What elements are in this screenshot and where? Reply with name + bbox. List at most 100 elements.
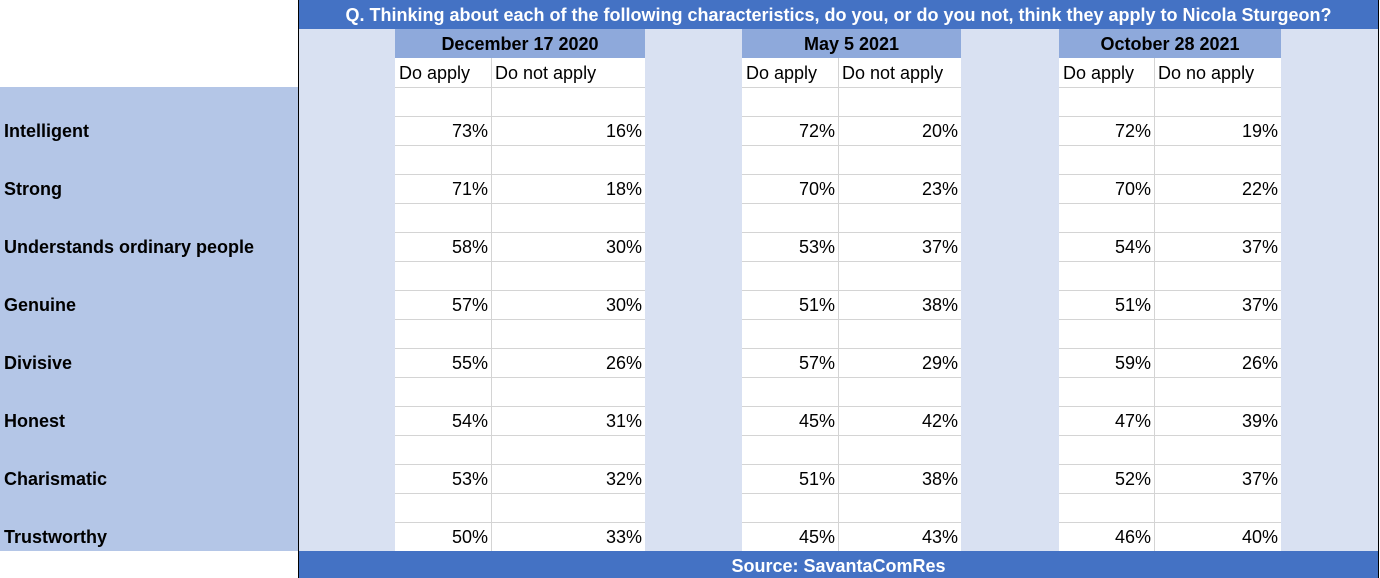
cell-value: 26% [605,353,642,373]
cell-value: 51% [798,295,835,315]
cell-value: 70% [1114,179,1151,199]
cell-value: 38% [921,469,958,489]
grid-line [1059,203,1281,204]
cell-value: 57% [451,295,488,315]
grid-line [742,319,961,320]
grid-line [395,522,645,523]
grid-line [742,87,961,88]
row-label: Genuine [4,295,77,315]
cell-value: 73% [451,121,488,141]
cell-value: 31% [605,411,642,431]
grid-line [1059,435,1281,436]
cell-value: 30% [605,237,642,257]
cell-value: 71% [451,179,488,199]
cell-value: 29% [921,353,958,373]
cell-value: 19% [1241,121,1278,141]
grid-line [1059,87,1281,88]
grid-line [395,261,645,262]
cell-value: 40% [1241,527,1278,547]
cell-value: 53% [451,469,488,489]
grid-line [1154,58,1155,551]
cell-value: 51% [1114,295,1151,315]
grid-line [742,290,961,291]
grid-line [1059,377,1281,378]
grid-line [1059,464,1281,465]
cell-value: 54% [451,411,488,431]
cell-value: 20% [921,121,958,141]
cell-value: 46% [1114,527,1151,547]
cell-value: 39% [1241,411,1278,431]
grid-line [395,145,645,146]
column-header: Do not apply [842,63,944,83]
cell-value: 51% [798,469,835,489]
grid-line [742,377,961,378]
grid-line [395,232,645,233]
grid-line [1059,232,1281,233]
row-label: Honest [4,411,66,431]
cell-value: 45% [798,527,835,547]
grid-line [742,406,961,407]
cell-value: 37% [921,237,958,257]
grid-line [742,203,961,204]
source: Source: SavantaComRes [731,556,946,576]
column-header: Do apply [1063,63,1135,83]
grid-line [395,406,645,407]
cell-value: 55% [451,353,488,373]
grid-line [395,493,645,494]
cell-value: 70% [798,179,835,199]
grid-line [1059,290,1281,291]
cell-value: 72% [1114,121,1151,141]
grid-line [1059,319,1281,320]
grid-line [395,435,645,436]
cell-value: 26% [1241,353,1278,373]
cell-value: 57% [798,353,835,373]
cell-value: 23% [921,179,958,199]
grid-line [395,464,645,465]
footer-bar [299,551,1378,578]
grid-line [1059,406,1281,407]
grid-line [1059,493,1281,494]
cell-value: 72% [798,121,835,141]
cell-value: 42% [921,411,958,431]
grid-line [742,145,961,146]
date-header [1059,29,1281,58]
row-label: Divisive [4,353,73,373]
grid-line [1059,174,1281,175]
grid-line [491,58,492,551]
grid-line [742,522,961,523]
grid-line [395,348,645,349]
grid-line [1059,116,1281,117]
grid-line [742,493,961,494]
cell-value: 37% [1241,469,1278,489]
group-background [1059,58,1281,551]
cell-value: 37% [1241,295,1278,315]
grid-line [742,435,961,436]
cell-value: 54% [1114,237,1151,257]
column-header: Do apply [399,63,471,83]
grid-line [742,261,961,262]
row-label: Strong [4,179,62,199]
group-background [742,58,961,551]
date-label: May 5 2021 [803,34,900,54]
title-bar [299,0,1378,29]
grid-line [1059,522,1281,523]
grid-line [395,290,645,291]
cell-value: 52% [1114,469,1151,489]
grid-line [742,232,961,233]
group-background [395,58,645,551]
cell-value: 50% [451,527,488,547]
cell-value: 43% [921,527,958,547]
column-header: Do apply [746,63,818,83]
grid-line [395,377,645,378]
column-header: Do no apply [1158,63,1255,83]
date-header [395,29,645,58]
label-column [0,87,298,551]
date-label: October 28 2021 [1100,34,1240,54]
cell-value: 45% [798,411,835,431]
cell-value: 33% [605,527,642,547]
grid-line [395,116,645,117]
grid-line [742,174,961,175]
column-header: Do not apply [495,63,597,83]
row-label: Trustworthy [4,527,108,547]
